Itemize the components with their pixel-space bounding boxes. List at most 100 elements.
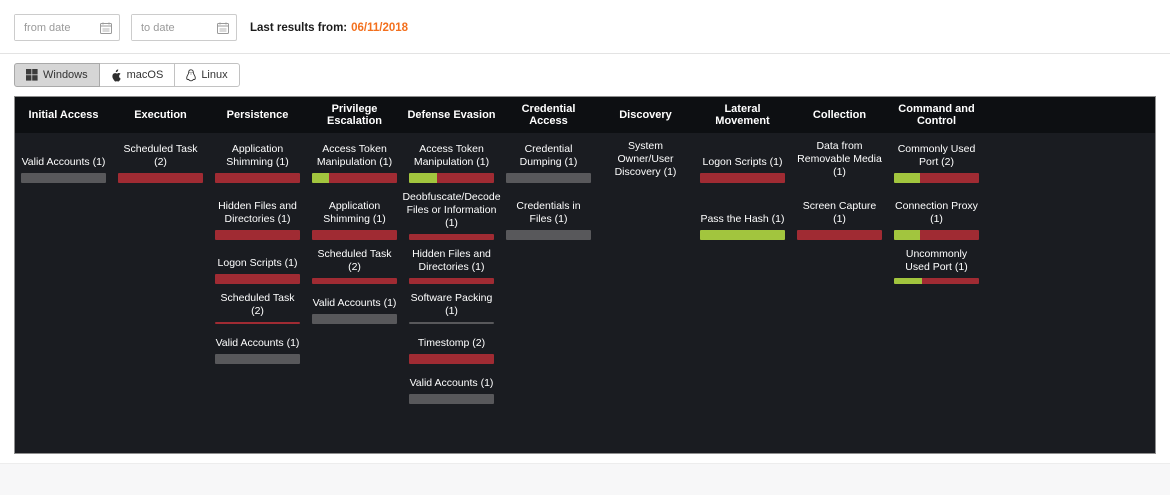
technique-label: Screen Capture (1): [802, 199, 877, 225]
technique-label: Access Token Manipulation (1): [316, 142, 393, 168]
last-results-text: Last results from: 06/11/2018: [250, 22, 408, 34]
technique-cell[interactable]: Timestomp (2): [403, 332, 500, 372]
technique-label: Connection Proxy (1): [895, 199, 978, 225]
page-footer-area: [0, 463, 1170, 495]
technique-cell[interactable]: Logon Scripts (1): [694, 141, 791, 191]
technique-cell[interactable]: Application Shimming (1): [306, 191, 403, 248]
technique-score-bar: [215, 173, 300, 183]
technique-label: Application Shimming (1): [323, 199, 386, 225]
bar-segment-gray: [409, 394, 494, 404]
last-results-label: Last results from:: [250, 21, 348, 34]
bar-segment-gray: [21, 173, 106, 183]
bar-segment-green: [894, 230, 920, 240]
technique-score-bar: [409, 394, 494, 404]
technique-label: Access Token Manipulation (1): [413, 142, 490, 168]
technique-score-bar: [409, 173, 494, 183]
bar-segment-red: [409, 278, 494, 284]
technique-label: Hidden Files and Directories (1): [218, 199, 297, 225]
technique-label: Valid Accounts (1): [312, 296, 397, 309]
technique-cell[interactable]: Valid Accounts (1): [209, 332, 306, 372]
bar-segment-red: [329, 173, 397, 183]
bar-segment-red: [118, 173, 203, 183]
column-header: Defense Evasion: [407, 108, 496, 121]
technique-cell[interactable]: Valid Accounts (1): [15, 141, 112, 191]
tab-windows[interactable]: Windows: [14, 63, 100, 87]
technique-cell[interactable]: Deobfuscate/Decode Files or Information …: [402, 191, 501, 248]
technique-score-bar: [409, 234, 494, 240]
apple-icon: [112, 68, 121, 81]
to-date-field[interactable]: [131, 14, 237, 41]
bar-segment-green: [409, 173, 438, 183]
technique-score-bar: [894, 230, 979, 240]
technique-cell[interactable]: Uncommonly Used Port (1): [888, 248, 985, 292]
bar-segment-gray: [215, 354, 300, 364]
from-date-input[interactable]: [15, 15, 93, 40]
technique-cell[interactable]: Pass the Hash (1): [694, 191, 791, 248]
technique-cell[interactable]: Connection Proxy (1): [888, 191, 985, 248]
bar-segment-red: [409, 354, 494, 364]
technique-score-bar: [215, 322, 300, 324]
technique-cell[interactable]: Screen Capture (1): [791, 191, 888, 248]
technique-score-bar: [215, 274, 300, 284]
technique-cell[interactable]: Commonly Used Port (2): [888, 141, 985, 191]
bar-segment-red: [922, 278, 979, 284]
technique-score-bar: [312, 278, 397, 284]
technique-score-bar: [312, 230, 397, 240]
column-header: Privilege Escalation: [326, 102, 383, 127]
technique-label: Valid Accounts (1): [215, 336, 300, 349]
technique-score-bar: [409, 354, 494, 364]
bar-segment-red: [215, 230, 300, 240]
windows-icon: [26, 69, 38, 81]
tab-macos-label: macOS: [126, 69, 164, 81]
technique-score-bar: [506, 230, 591, 240]
bar-segment-green: [700, 230, 785, 240]
tab-linux[interactable]: Linux: [174, 63, 240, 87]
technique-cell[interactable]: Credentials in Files (1): [500, 191, 597, 248]
technique-cell[interactable]: Valid Accounts (1): [403, 372, 500, 412]
from-date-field[interactable]: [14, 14, 120, 41]
column-header: Command and Control: [898, 102, 975, 127]
bar-segment-gray: [312, 314, 397, 324]
technique-score-bar: [118, 173, 203, 183]
bar-segment-red: [215, 274, 300, 284]
bar-segment-gray: [506, 230, 591, 240]
technique-cell[interactable]: Application Shimming (1): [209, 141, 306, 191]
tab-macos[interactable]: macOS: [98, 63, 176, 87]
technique-label: Scheduled Task (2): [220, 292, 295, 318]
technique-score-bar: [797, 230, 882, 240]
technique-score-bar: [21, 173, 106, 183]
technique-cell[interactable]: Scheduled Task (2): [306, 248, 403, 292]
technique-label: Data from Removable Media (1): [797, 139, 882, 178]
technique-cell[interactable]: Access Token Manipulation (1): [306, 141, 403, 191]
technique-label: Scheduled Task (2): [317, 248, 392, 274]
technique-label: Scheduled Task (2): [123, 142, 198, 168]
technique-label: Logon Scripts (1): [217, 256, 298, 269]
technique-cell[interactable]: Logon Scripts (1): [209, 248, 306, 292]
technique-score-bar: [409, 322, 494, 324]
technique-label: Valid Accounts (1): [21, 155, 106, 168]
technique-score-bar: [700, 230, 785, 240]
technique-cell[interactable]: Credential Dumping (1): [500, 141, 597, 191]
technique-cell[interactable]: Scheduled Task (2): [112, 141, 209, 191]
technique-cell[interactable]: Access Token Manipulation (1): [403, 141, 500, 191]
technique-cell[interactable]: Valid Accounts (1): [306, 292, 403, 332]
calendar-icon[interactable]: [217, 22, 229, 34]
technique-cell[interactable]: Software Packing (1): [403, 292, 500, 332]
technique-cell[interactable]: Data from Removable Media (1): [791, 139, 888, 191]
column-header: Persistence: [226, 108, 289, 121]
technique-cell[interactable]: System Owner/User Discovery (1): [597, 140, 694, 191]
calendar-icon[interactable]: [100, 22, 112, 34]
technique-label: Software Packing (1): [410, 292, 493, 318]
technique-label: Application Shimming (1): [226, 142, 289, 168]
technique-label: Credential Dumping (1): [519, 142, 578, 168]
bar-segment-red: [797, 230, 882, 240]
attack-matrix-panel: Initial Access Execution Persistence Privil…: [14, 96, 1156, 454]
technique-cell[interactable]: Scheduled Task (2): [209, 292, 306, 332]
technique-cell[interactable]: Hidden Files and Directories (1): [403, 248, 500, 292]
technique-cell[interactable]: Hidden Files and Directories (1): [209, 191, 306, 248]
technique-label: Hidden Files and Directories (1): [412, 248, 491, 274]
bar-segment-red: [437, 173, 494, 183]
technique-score-bar: [700, 173, 785, 183]
bar-segment-red: [215, 322, 300, 324]
to-date-input[interactable]: [132, 15, 210, 40]
